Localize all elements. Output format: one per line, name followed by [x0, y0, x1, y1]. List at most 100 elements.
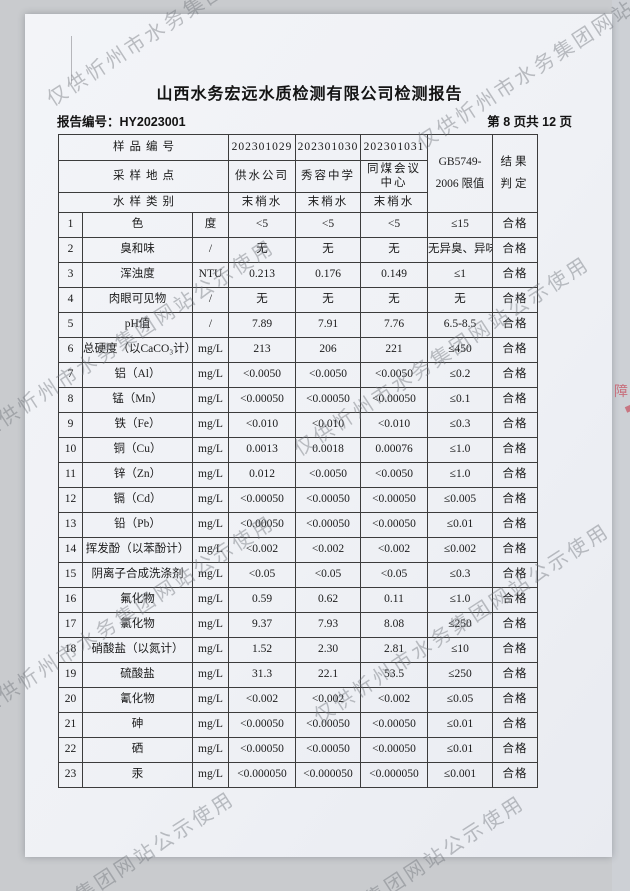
- sample1-value: 无: [228, 237, 296, 263]
- sample1-type: 末梢水: [228, 192, 296, 213]
- unit-value: mg/L: [192, 437, 229, 463]
- table-row: 5 pH值/7.89 7.91 7.76 6.5-8.5 合格: [58, 312, 538, 338]
- sample3-value: <0.05: [360, 562, 428, 588]
- table-row: 1 色度 <5 <5 <5 ≤15 合格: [58, 212, 538, 238]
- unit-value: mg/L: [192, 337, 229, 363]
- page-indicator: 第 8 页共 12 页: [487, 115, 572, 129]
- row-number: 22: [58, 737, 83, 763]
- limit-value: ≤10: [427, 637, 493, 663]
- sample3-value: 221: [360, 337, 428, 363]
- result-value: 合格: [492, 387, 538, 413]
- sample2-value: 7.91: [295, 312, 361, 338]
- parameter-name: 总硬度（以CaCO₃计）: [82, 337, 193, 363]
- sample3-value: <0.00050: [360, 387, 428, 413]
- report-number: 报告编号：HY2023001: [57, 111, 186, 130]
- sample1-value: 7.89: [228, 312, 296, 338]
- row-number: 20: [58, 687, 83, 713]
- result-header-line1: 结果: [500, 155, 530, 168]
- result-value: 合格: [492, 237, 538, 263]
- result-value: 合格: [492, 337, 538, 363]
- row-number: 14: [58, 537, 83, 563]
- sample3-value: 7.76: [360, 312, 428, 338]
- row-number: 12: [58, 487, 83, 513]
- unit-value: mg/L: [192, 737, 229, 763]
- result-value: 合格: [492, 512, 538, 538]
- parameter-name: 硒: [82, 737, 193, 763]
- limit-value: ≤1.0: [427, 587, 493, 613]
- parameter-name: 硫酸盐: [82, 662, 193, 688]
- table-row: 11 锌（Zn） mg/L 0.012 <0.0050 <0.0050 ≤1.0 合格: [58, 462, 538, 488]
- parameter-name: 锌（Zn）: [82, 462, 193, 488]
- limit-value: ≤0.005: [427, 487, 493, 513]
- limit-value: ≤0.3: [427, 412, 493, 438]
- sample1-value: <0.00050: [228, 387, 296, 413]
- report-meta-line: 报告编号：HY2023001 第 8 页共 12 页: [57, 111, 572, 130]
- result-value: 合格: [492, 287, 538, 313]
- sample2-value: <0.00050: [295, 737, 361, 763]
- sample1-value: <0.002: [228, 537, 296, 563]
- result-header-line2: 判定: [500, 178, 530, 190]
- limit-value: ≤1.0: [427, 437, 493, 463]
- table-row: 9 铁（Fe） mg/L <0.010 <0.010 <0.010 ≤0.3 合格: [58, 412, 538, 438]
- unit-value: mg/L: [192, 587, 229, 613]
- sample1-value: <0.05: [228, 562, 296, 588]
- sample3-value: <0.00050: [360, 512, 428, 538]
- limit-value: ≤250: [427, 662, 493, 688]
- scan-background-strip: [612, 0, 630, 891]
- sample1-value: 0.012: [228, 462, 296, 488]
- sample1-value: 无: [228, 287, 296, 313]
- unit-value: /: [192, 237, 229, 263]
- result-value: 合格: [492, 687, 538, 713]
- table-row: 18 硝酸盐（以氮计） mg/L 1.52 2.30 2.81 ≤10 合格: [58, 637, 538, 663]
- limit-value: ≤0.05: [427, 687, 493, 713]
- sample2-value: <0.00050: [295, 712, 361, 738]
- result-value: 合格: [492, 612, 538, 638]
- sample2-value: 7.93: [295, 612, 361, 638]
- sample3-value: 0.149: [360, 262, 428, 288]
- table-row: 4 肉眼可见物 / 无无无无合格: [58, 287, 538, 313]
- row-number: 1: [58, 212, 83, 238]
- result-value: 合格: [492, 462, 538, 488]
- sample1-value: 0.213: [228, 262, 296, 288]
- table-row: 17 氯化物 mg/L 9.37 7.93 8.08 ≤250 合格: [58, 612, 538, 638]
- sample3-value: <0.0050: [360, 362, 428, 388]
- unit-value: mg/L: [192, 462, 229, 488]
- limit-value: ≤0.1: [427, 387, 493, 413]
- parameter-name: 色: [82, 212, 193, 238]
- limit-value: ≤0.01: [427, 512, 493, 538]
- unit-value: /: [192, 287, 229, 313]
- table-row: 6 总硬度（以CaCO₃计） mg/L 213 206 221 ≤450 合格: [58, 337, 538, 363]
- table-row: 22 硒 mg/L <0.00050 <0.00050 <0.00050 ≤0.01 合格: [58, 737, 538, 763]
- parameter-name: 锰（Mn）: [82, 387, 193, 413]
- limit-value: 无异臭、异味: [427, 237, 493, 263]
- sample3-value: <0.010: [360, 412, 428, 438]
- table-row: 14 挥发酚（以苯酚计） mg/L <0.002 <0.002 <0.002 ≤0.002 合…: [58, 537, 538, 563]
- result-value: 合格: [492, 437, 538, 463]
- table-row: 7 铝（Al） mg/L <0.0050 <0.0050 <0.0050 ≤0.2 合格: [58, 362, 538, 388]
- sample1-value: 0.59: [228, 587, 296, 613]
- sample3-value: <0.002: [360, 537, 428, 563]
- table-row: 3 浑浊度 NTU 0.213 0.176 0.149 ≤1 合格: [58, 262, 538, 288]
- table-row: 12 镉（Cd） mg/L <0.00050 <0.00050 <0.00050 ≤0.00…: [58, 487, 538, 513]
- row-number: 8: [58, 387, 83, 413]
- limit-value: ≤1.0: [427, 462, 493, 488]
- result-value: 合格: [492, 487, 538, 513]
- sample3-value: 53.5: [360, 662, 428, 688]
- sample1-value: <0.00050: [228, 512, 296, 538]
- row-number: 3: [58, 262, 83, 288]
- sample2-value: 无: [295, 237, 361, 263]
- sample1-value: <0.000050: [228, 762, 296, 788]
- limit-value: 无: [427, 287, 493, 313]
- sample3-value: 8.08: [360, 612, 428, 638]
- sampling-location-row: 采样地点 供水公司 秀容中学 同煤会议中心: [58, 160, 538, 193]
- result-column-header: 结果 判定: [492, 134, 538, 213]
- table-row: 13 铅（Pb） mg/L <0.00050 <0.00050 <0.00050 ≤0.01…: [58, 512, 538, 538]
- table-row: 20 氰化物 mg/L <0.002 <0.002 <0.002 ≤0.05 合格: [58, 687, 538, 713]
- report-number-value: HY2023001: [119, 115, 186, 129]
- table-row: 19 硫酸盐 mg/L 31.3 22.1 53.5 ≤250 合格: [58, 662, 538, 688]
- sample3-value: 0.00076: [360, 437, 428, 463]
- unit-value: mg/L: [192, 612, 229, 638]
- row-number: 4: [58, 287, 83, 313]
- row-number: 18: [58, 637, 83, 663]
- sample1-value: <0.002: [228, 687, 296, 713]
